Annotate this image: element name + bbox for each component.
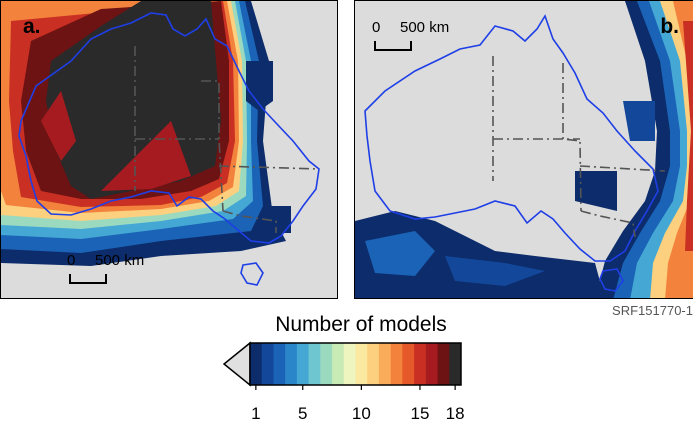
scale-bar-line xyxy=(69,274,107,284)
colorbar-segment xyxy=(402,343,415,385)
colorbar-tick-label: 10 xyxy=(351,404,371,423)
scale-zero-label: 0 xyxy=(67,252,76,269)
colorbar-tick-label: 18 xyxy=(445,404,465,423)
colorbar-segment xyxy=(437,343,450,385)
colorbar-segment xyxy=(250,343,263,385)
colorbar-segment xyxy=(378,343,392,385)
scale-bar-line xyxy=(374,41,412,51)
colorbar-segment xyxy=(308,343,321,385)
colorbar-segment xyxy=(296,343,310,385)
figure-id: SRF151770-1 xyxy=(612,303,693,318)
colorbar-segment xyxy=(355,343,368,385)
colorbar-segment xyxy=(273,343,286,385)
scale-zero-label: 0 xyxy=(372,19,381,36)
panel-label-b: b. xyxy=(660,15,679,38)
panel-label-a: a. xyxy=(23,15,41,38)
colorbar-segment xyxy=(449,343,462,385)
colorbar-segment xyxy=(390,343,403,385)
colorbar-tick-label: 5 xyxy=(298,404,308,423)
legend-title: Number of models xyxy=(275,313,447,336)
colorbar-tick-label: 1 xyxy=(251,404,261,423)
colorbar-segment xyxy=(425,343,439,385)
colorbar xyxy=(222,341,462,390)
colorbar-under-arrow xyxy=(222,341,251,387)
map-panel-b: b. 0 500 km xyxy=(354,0,693,299)
colorbar-segment xyxy=(414,343,427,385)
colorbar-segment xyxy=(343,343,356,385)
scale-distance-label: 500 km xyxy=(400,19,450,36)
scale-distance-label: 500 km xyxy=(95,252,145,269)
colorbar-segment xyxy=(261,343,274,385)
colorbar-tick-label: 15 xyxy=(410,404,430,423)
colorbar-segment xyxy=(285,343,298,385)
colorbar-frame xyxy=(249,342,462,386)
colorbar-segment xyxy=(320,343,333,385)
colorbar-segment xyxy=(332,343,345,385)
scale-bar-a: 0 500 km xyxy=(67,252,144,292)
scale-bar-b: 0 500 km xyxy=(372,19,449,59)
map-panel-a: a. 0 500 km xyxy=(0,0,338,299)
map-a-graphic xyxy=(1,1,337,298)
colorbar-segment xyxy=(367,343,380,385)
